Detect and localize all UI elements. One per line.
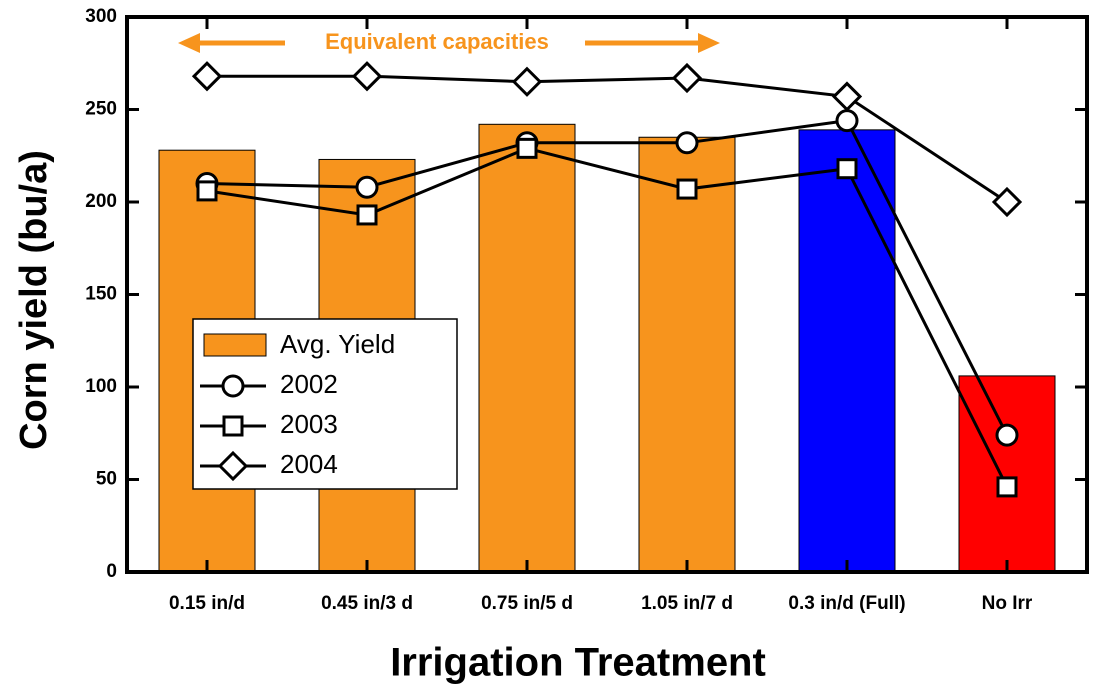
legend-label: Avg. Yield [280,329,395,359]
marker [355,175,379,199]
marker [995,423,1019,447]
series-line [207,74,1008,204]
marker [191,61,223,92]
bar [478,123,576,573]
legend-marker [217,450,249,482]
y-tick-label: 50 [96,469,117,490]
bar [638,136,736,573]
x-tick-label: 0.45 in/3 d [321,593,413,614]
series-line [206,146,1009,488]
annotation: Equivalent capacities [325,29,549,54]
x-tick-label: No Irr [982,593,1033,614]
x-tick-label: 0.15 in/d [169,593,245,614]
legend-swatch [203,333,267,357]
y-tick-label: 200 [85,191,117,212]
legend-label: 2004 [280,449,338,479]
marker [676,178,698,200]
marker [996,476,1018,498]
y-tick-label: 100 [85,376,117,397]
marker [835,109,859,133]
marker [351,61,383,92]
legend-marker [221,374,245,398]
marker [671,62,703,94]
x-tick-label: 0.3 in/d (Full) [788,593,905,614]
marker [831,81,863,112]
y-tick-label: 0 [106,561,117,582]
marker [511,66,543,97]
legend-label: 2002 [280,369,338,399]
marker [196,180,218,202]
bar [798,129,896,573]
marker [675,131,699,155]
annotation-arrow [178,33,720,53]
marker [516,137,538,159]
marker [991,186,1023,218]
y-tick-label: 250 [85,99,117,120]
y-tick-label: 300 [85,6,117,27]
y-axis-label: Corn yield (bu/a) [13,150,55,450]
legend-marker [222,415,244,437]
legend-label: 2003 [280,409,338,439]
series-line [206,118,1009,436]
x-axis-label: Irrigation Treatment [390,641,766,685]
bar [958,375,1056,573]
x-tick-label: 1.05 in/7 d [641,593,733,614]
marker [356,204,378,226]
x-tick-label: 0.75 in/5 d [481,593,573,614]
marker [836,158,858,180]
y-tick-label: 150 [85,284,117,305]
